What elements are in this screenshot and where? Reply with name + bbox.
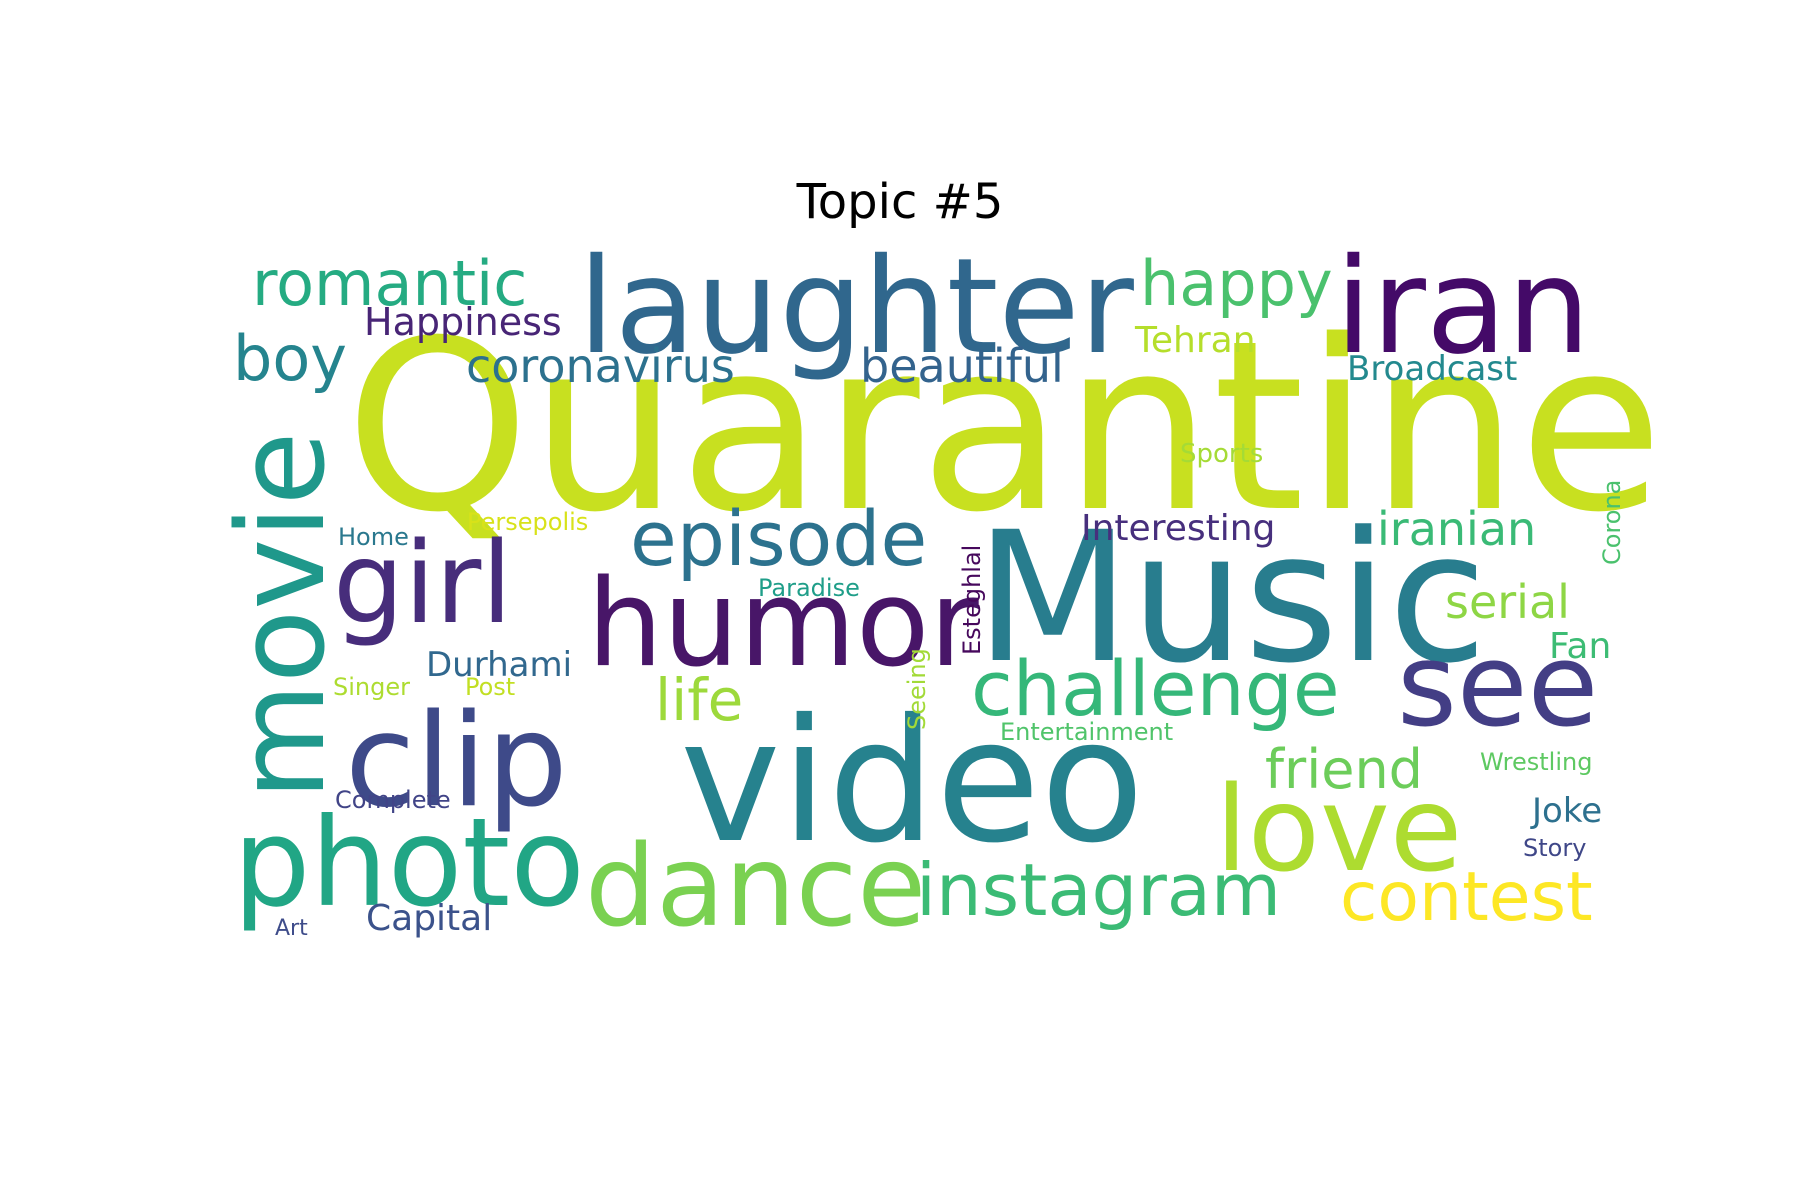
word-joke: Joke [1530,791,1602,831]
word-iranian: iranian [1377,502,1536,556]
word-friend: friend [1265,738,1423,801]
word-art: Art [275,916,308,941]
word-interesting: Interesting [1081,508,1275,549]
word-photo: photo [233,792,585,934]
word-instagram: instagram [916,848,1281,932]
word-video: video [680,683,1144,881]
word-happy: happy [1140,247,1333,320]
word-esteghlal: Esteghlal [958,545,986,655]
word-singer: Singer [333,673,410,701]
word-story: Story [1523,834,1586,862]
word-happiness: Happiness [364,300,562,344]
page-title: Topic #5 [796,174,1004,230]
word-girl: girl [333,519,512,649]
word-wrestling: Wrestling [1480,748,1592,776]
word-laughter: laughter [578,230,1135,384]
word-challenge: challenge [971,644,1340,733]
word-beautiful: beautiful [860,339,1064,393]
word-humor: humor [587,555,979,694]
word-quarantine: Quarantine [345,291,1663,564]
word-contest: contest [1340,858,1593,937]
word-seeing: Seeing [903,648,931,730]
word-life: life [655,666,743,734]
word-coronavirus: coronavirus [466,339,735,393]
word-iran: iran [1335,230,1591,384]
word-broadcast: Broadcast [1347,349,1517,389]
word-dance: dance [585,822,926,952]
word-clip: clip [345,687,568,836]
word-episode: episode [630,494,927,583]
word-romantic: romantic [252,247,527,320]
word-corona: Corona [1598,480,1626,565]
word-serial: serial [1445,575,1570,629]
word-sports: Sports [1180,439,1263,469]
word-paradise: Paradise [758,574,860,602]
word-home: Home [338,523,409,551]
word-fan: Fan [1549,626,1611,667]
word-durhami: Durhami [426,645,572,685]
word-capital: Capital [366,898,492,939]
word-tehran: Tehran [1134,320,1256,361]
word-music: Music [975,494,1487,703]
word-complete: Complete [335,786,451,814]
word-boy: boy [233,322,347,395]
word-entertainment: Entertainment [1000,718,1173,746]
word-see: see [1397,619,1598,753]
word-love: love [1215,760,1462,898]
word-post: Post [465,673,515,701]
word-movie: movie [213,432,352,801]
word-persepolis: Persepolis [467,508,588,536]
